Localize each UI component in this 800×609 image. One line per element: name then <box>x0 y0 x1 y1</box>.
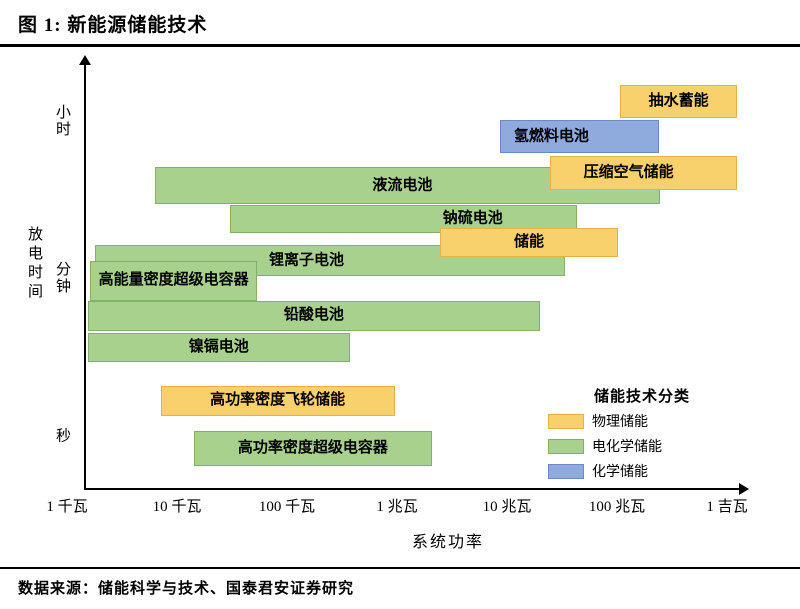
chart-bar-electrochemical: 高功率密度超级电容器 <box>193 431 433 466</box>
chart-bar-label: 锂离子电池 <box>268 251 344 268</box>
y-axis-line <box>84 63 86 490</box>
legend-label: 物理储能 <box>592 415 648 430</box>
legend: 储能技术分类 物理储能电化学储能化学储能 <box>548 385 690 486</box>
y-tick-label: 分钟 <box>54 261 70 295</box>
chart-bar-label: 高功率密度超级电容器 <box>237 439 388 456</box>
y-tick-label: 小时 <box>54 104 70 138</box>
chart-bar-label: 抽水蓄能 <box>648 92 709 109</box>
legend-label: 化学储能 <box>592 465 648 480</box>
legend-title: 储能技术分类 <box>594 389 691 405</box>
chart-bar-label: 压缩空气储能 <box>583 164 674 181</box>
x-tick-label: 1 吉瓦 <box>706 499 748 515</box>
chart-area: 放电时间 小时分钟秒 抽水蓄能氢燃料电池压缩空气储能液流电池 钠硫电池 储能锂离子电… <box>0 55 800 560</box>
chart-bar-label: 高能量密度超级电容器 <box>98 272 249 289</box>
legend-item-physical: 物理储能 <box>548 411 690 431</box>
x-tick-label: 100 兆瓦 <box>588 499 646 515</box>
legend-swatch-icon <box>548 463 584 479</box>
chart-bar-label: 高功率密度飞轮储能 <box>210 392 346 409</box>
x-tick-label: 10 兆瓦 <box>482 499 532 515</box>
chart-bar-label: 钠硫电池 <box>442 210 503 227</box>
data-source: 数据来源：储能科学与技术、国泰君安证券研究 <box>18 581 355 597</box>
chart-bar-physical: 高功率密度飞轮储能 <box>160 386 395 416</box>
legend-swatch-icon <box>548 413 584 429</box>
x-tick-label: 1 千瓦 <box>46 499 88 515</box>
chart-bar-label: 镍镉电池 <box>188 338 249 355</box>
legend-label: 电化学储能 <box>592 440 662 455</box>
y-tick-label: 秒 <box>54 427 70 445</box>
legend-item-electrochemical: 电化学储能 <box>548 436 690 456</box>
legend-item-chemical: 化学储能 <box>548 461 690 481</box>
chart-bar-physical: 抽水蓄能 <box>620 85 737 118</box>
chart-bar-label: 储能 <box>513 233 544 250</box>
x-axis-arrow-icon <box>739 483 749 495</box>
y-axis-arrow-icon <box>79 55 91 65</box>
chart-bar-chemical: 氢燃料电池 <box>500 120 659 153</box>
figure-footer: 数据来源：储能科学与技术、国泰君安证券研究 <box>0 567 800 598</box>
chart-bar-electrochemical: 镍镉电池 <box>87 333 350 362</box>
figure-header: 图 1: 新能源储能技术 <box>0 0 800 47</box>
x-axis-line <box>84 488 740 490</box>
chart-bar-label: 氢燃料电池 <box>513 127 589 144</box>
chart-bar-label: 液流电池 <box>372 176 433 193</box>
legend-swatch-icon <box>548 438 584 454</box>
chart-bar-electrochemical: 铅酸电池 <box>87 301 540 331</box>
y-axis-title: 放电时间 <box>26 226 42 302</box>
x-axis-title: 系统功率 <box>411 534 485 551</box>
x-tick-label: 1 兆瓦 <box>376 499 418 515</box>
chart-bar-physical: 压缩空气储能 <box>549 156 737 190</box>
chart-bar-label: 铅酸电池 <box>283 307 344 324</box>
x-tick-label: 10 千瓦 <box>152 499 202 515</box>
legend-items: 物理储能电化学储能化学储能 <box>548 411 690 481</box>
chart-bar-electrochemical: 高能量密度超级电容器 <box>90 261 258 301</box>
chart-bar-physical: 储能 <box>439 228 619 257</box>
x-tick-label: 100 千瓦 <box>258 499 316 515</box>
figure-title: 图 1: 新能源储能技术 <box>18 15 208 36</box>
